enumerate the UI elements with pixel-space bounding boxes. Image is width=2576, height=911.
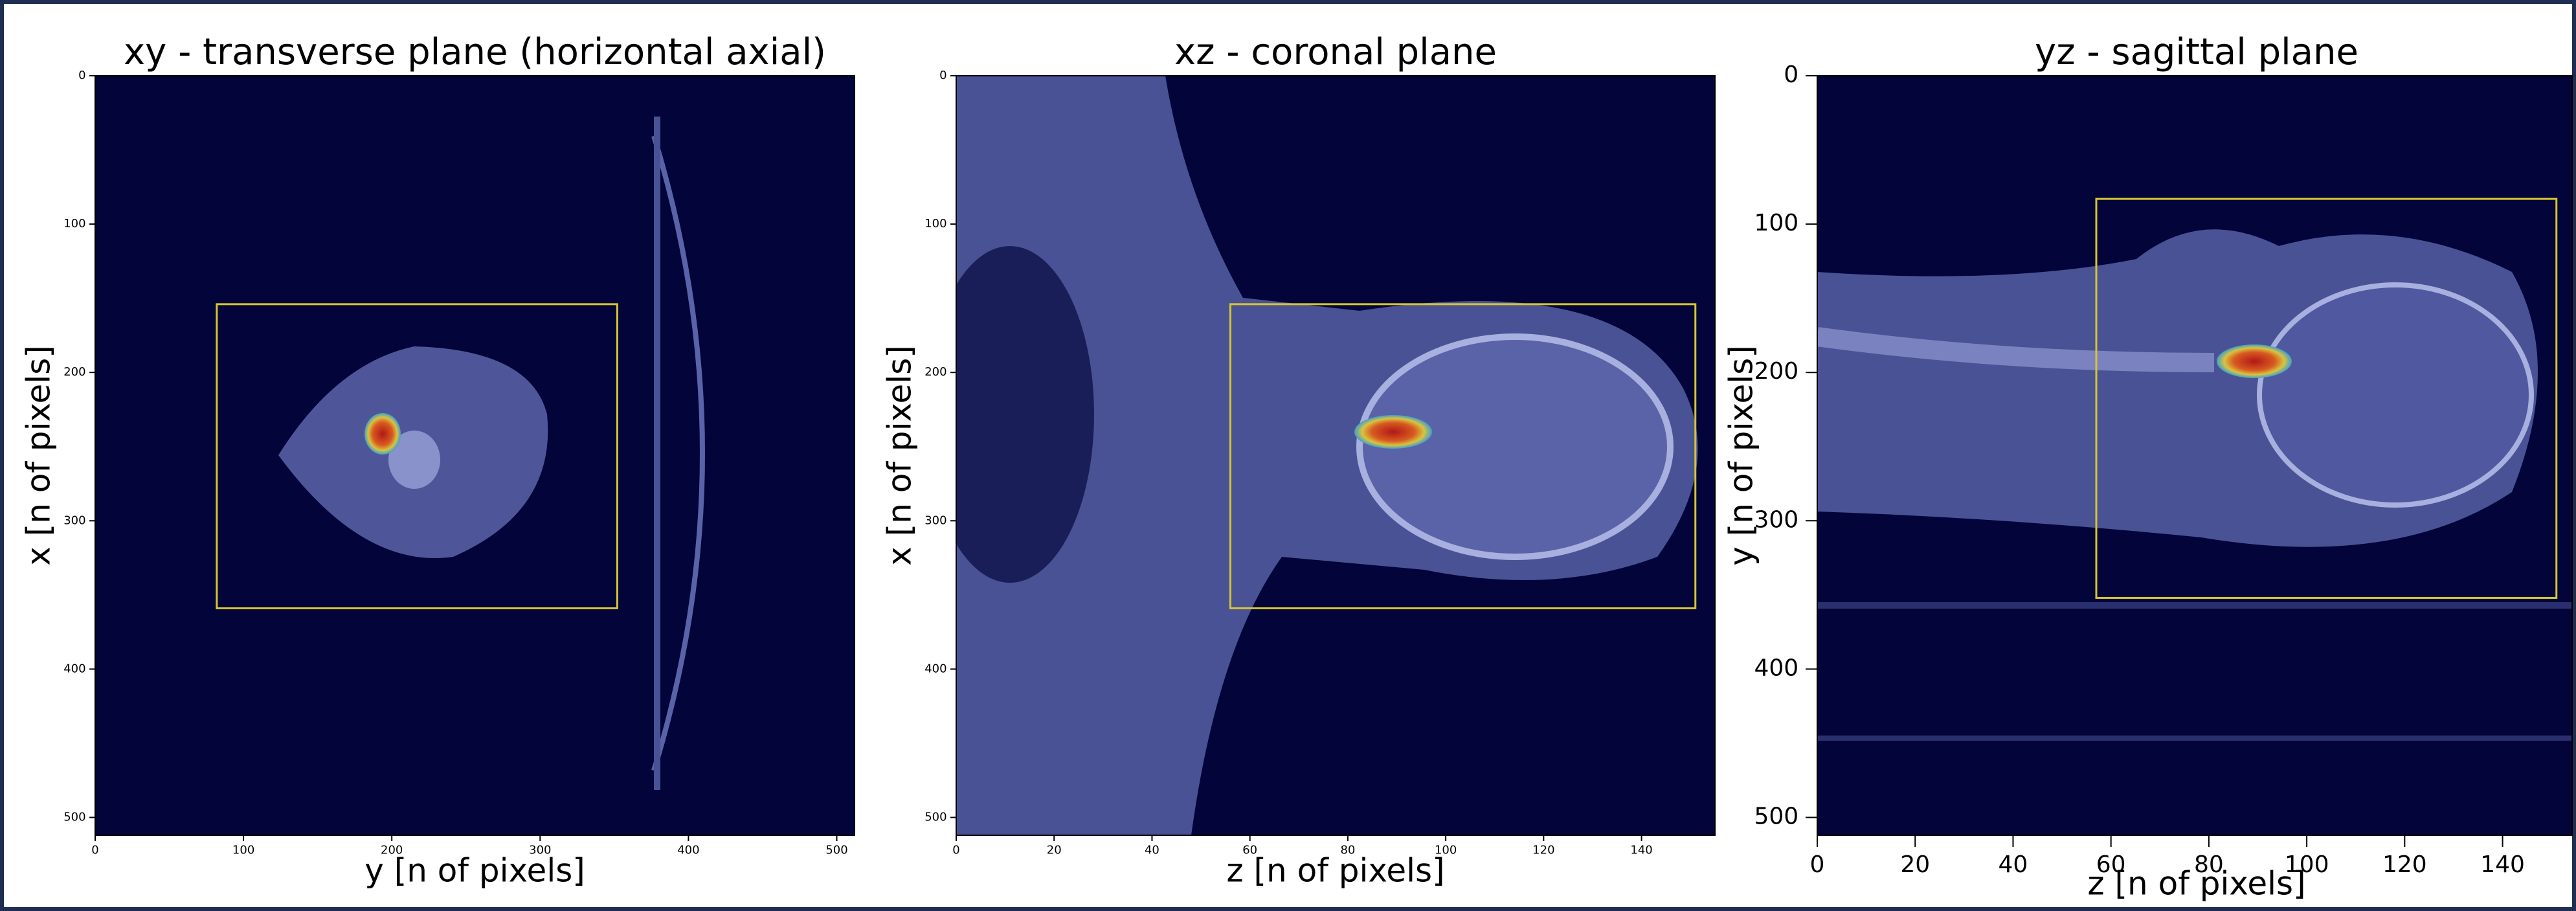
x-tick-label: 60 (2096, 851, 2126, 878)
y-tick-label: 0 (1784, 62, 1798, 88)
y-tick-label: 300 (63, 513, 85, 527)
panel-title: xz - coronal plane (1174, 31, 1497, 73)
panel-title: xy - transverse plane (horizontal axial) (124, 31, 826, 73)
y-tick-label: 400 (1754, 655, 1798, 681)
y-tick-label: 0 (939, 69, 946, 82)
x-tick-label: 400 (677, 843, 699, 857)
y-tick-label: 100 (63, 217, 85, 231)
x-tick-label: 200 (381, 843, 403, 857)
x-tick-label: 20 (1900, 851, 1930, 878)
y-tick-label: 200 (924, 365, 946, 379)
x-tick-label: 0 (91, 843, 98, 857)
y-tick-label: 100 (1754, 210, 1798, 236)
x-tick-label: 80 (2194, 851, 2224, 878)
y-axis-label: x [n of pixels] (20, 345, 58, 566)
x-tick-label: 40 (1145, 843, 1159, 857)
y-tick-label: 400 (924, 662, 946, 675)
x-tick-label: 500 (825, 843, 847, 857)
y-tick-label: 300 (1754, 506, 1798, 533)
x-tick-label: 140 (1630, 843, 1652, 857)
x-tick-label: 60 (1242, 843, 1257, 857)
x-axis-label: z [n of pixels] (1226, 852, 1444, 890)
y-tick-label: 500 (63, 811, 85, 824)
y-tick-label: 300 (924, 513, 946, 527)
x-tick-label: 140 (2480, 851, 2525, 878)
x-tick-label: 20 (1047, 843, 1062, 857)
y-tick-label: 100 (924, 217, 946, 231)
y-tick-label: 200 (63, 365, 85, 379)
y-tick-label: 400 (63, 662, 85, 675)
y-tick-label: 200 (1754, 358, 1798, 385)
x-tick-label: 100 (232, 843, 254, 857)
x-tick-label: 80 (1340, 843, 1355, 857)
x-tick-label: 40 (1999, 851, 2028, 878)
x-tick-label: 120 (2382, 851, 2427, 878)
y-tick-label: 500 (924, 811, 946, 824)
x-tick-label: 100 (2285, 851, 2329, 878)
x-tick-label: 0 (952, 843, 959, 857)
x-tick-label: 100 (1435, 843, 1457, 857)
x-tick-label: 300 (529, 843, 551, 857)
panel-title: yz - sagittal plane (2035, 31, 2358, 73)
x-tick-label: 120 (1532, 843, 1554, 857)
x-axis-label: y [n of pixels] (364, 852, 585, 890)
x-tick-label: 0 (1810, 851, 1825, 878)
y-axis-label: x [n of pixels] (881, 345, 919, 566)
figure: xy - transverse plane (horizontal axial)… (0, 0, 2576, 911)
y-tick-label: 500 (1754, 804, 1798, 830)
y-tick-label: 0 (78, 69, 85, 82)
